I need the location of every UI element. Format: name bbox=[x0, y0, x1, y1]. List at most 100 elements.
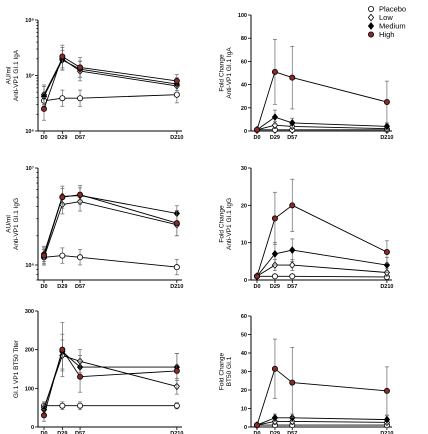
marker-high bbox=[253, 126, 260, 133]
legend-label: Medium bbox=[379, 22, 406, 31]
x-tick-label: D210 bbox=[380, 284, 393, 290]
legend-item-medium: Medium bbox=[367, 22, 406, 31]
series-high bbox=[41, 184, 180, 264]
marker-medium bbox=[289, 246, 296, 254]
y-tick-label: 80 bbox=[241, 36, 247, 42]
y-tick-label: 40 bbox=[241, 83, 247, 89]
y-tick-label: 20 bbox=[241, 388, 247, 394]
y-axis-label: Fold Change bbox=[219, 205, 226, 243]
series-line bbox=[256, 116, 387, 131]
series-line bbox=[256, 124, 387, 131]
marker-high bbox=[59, 194, 66, 201]
y-tick-label: 10 bbox=[241, 241, 247, 247]
marker-medium bbox=[383, 122, 391, 131]
y-axis-label: Anti-VP1 GI.1 IgG bbox=[226, 198, 233, 250]
panel-igg-au: 10⁶ 10⁷ D0 D29 D57 D210 AU/ml Anti-VP1 GI.1 IgG bbox=[6, 166, 184, 290]
x-tick-label: D29 bbox=[270, 431, 280, 434]
series-placebo bbox=[41, 247, 180, 276]
series-high bbox=[41, 322, 180, 422]
y-tick-label: 10⁶ bbox=[25, 129, 34, 135]
marker-medium bbox=[271, 413, 279, 422]
series-placebo bbox=[253, 273, 390, 281]
marker-placebo bbox=[173, 264, 180, 271]
x-tick-label: D57 bbox=[287, 431, 297, 434]
y-tick-label: 40 bbox=[241, 351, 247, 357]
x-tick-label: D210 bbox=[170, 431, 183, 434]
x-tick-label: D29 bbox=[57, 284, 67, 290]
marker-high bbox=[383, 99, 390, 106]
series-line bbox=[43, 201, 177, 258]
legend-item-high: High bbox=[367, 30, 394, 39]
x-tick-label: D0 bbox=[253, 284, 260, 290]
legend-label: High bbox=[379, 30, 394, 39]
y-axis-label: AU/ml bbox=[6, 215, 13, 233]
x-tick-label: D29 bbox=[57, 431, 67, 434]
marker-high bbox=[59, 346, 66, 353]
legend-item-low: Low bbox=[367, 13, 393, 22]
series-placebo bbox=[41, 401, 180, 410]
y-tick-label: 10 bbox=[241, 407, 247, 413]
y-tick-label: 50 bbox=[241, 333, 247, 339]
marker-high bbox=[173, 220, 180, 227]
legend-item-placebo: Placebo bbox=[367, 5, 406, 14]
series-line bbox=[43, 94, 177, 102]
marker-high bbox=[289, 74, 296, 81]
marker-medium bbox=[367, 22, 375, 30]
y-axis-label: AU/ml bbox=[6, 66, 13, 84]
y-tick-label: 0 bbox=[244, 425, 247, 431]
marker-high bbox=[59, 53, 66, 60]
panel-igg-fold-change: 0 10 20 30 D0 D29 D57 D210 Fold Change Anti-VP1 G… bbox=[219, 166, 394, 290]
marker-placebo bbox=[59, 252, 66, 259]
series-line bbox=[256, 420, 387, 426]
y-tick-label: 300 bbox=[25, 309, 34, 315]
series-placebo bbox=[41, 86, 180, 110]
y-tick-label: 100 bbox=[25, 386, 34, 392]
series-line bbox=[43, 348, 177, 416]
series-high bbox=[253, 178, 390, 280]
y-tick-label: 0 bbox=[244, 129, 247, 135]
series-line bbox=[43, 58, 177, 95]
marker-high bbox=[383, 248, 390, 255]
x-tick-label: D29 bbox=[270, 135, 280, 141]
y-tick-label: 10⁶ bbox=[25, 263, 34, 269]
x-tick-label: D29 bbox=[270, 284, 280, 290]
marker-placebo bbox=[271, 273, 278, 280]
y-tick-label: 0 bbox=[244, 278, 247, 284]
x-tick-label: D210 bbox=[380, 431, 393, 434]
marker-high bbox=[173, 367, 180, 374]
marker-placebo bbox=[59, 402, 66, 409]
marker-high bbox=[41, 252, 48, 259]
y-tick-label: 30 bbox=[241, 370, 247, 376]
x-tick-label: D0 bbox=[40, 431, 47, 434]
series-high bbox=[253, 338, 390, 429]
x-tick-label: D0 bbox=[40, 135, 47, 141]
marker-placebo bbox=[77, 95, 84, 102]
series-line bbox=[256, 417, 387, 426]
x-tick-label: D57 bbox=[287, 284, 297, 290]
y-axis-label: Anti-VP1 GI.1 IgA bbox=[226, 47, 233, 99]
panel-bt50-titer: 0 100 200 300 D0 D29 D57 D210 GI.1 VP1 BT50 Tite… bbox=[13, 309, 183, 434]
series-line bbox=[256, 204, 388, 277]
y-axis-label: BT50 GI.1 bbox=[226, 356, 233, 386]
marker-high bbox=[271, 68, 278, 75]
y-tick-label: 0 bbox=[31, 425, 34, 431]
x-tick-label: D0 bbox=[40, 284, 47, 290]
marker-high bbox=[41, 105, 48, 112]
marker-high bbox=[41, 412, 48, 419]
x-tick-label: D57 bbox=[75, 431, 85, 434]
series-high bbox=[253, 39, 390, 133]
y-tick-label: 60 bbox=[241, 59, 247, 65]
x-tick-label: D57 bbox=[287, 135, 297, 141]
marker-high bbox=[289, 202, 296, 209]
marker-placebo bbox=[77, 254, 84, 261]
marker-placebo bbox=[173, 402, 180, 409]
y-axis-label: Anti-VP1 GI.1 IgA bbox=[13, 49, 20, 101]
marker-placebo bbox=[59, 95, 66, 102]
marker-high bbox=[77, 191, 84, 198]
x-tick-label: D210 bbox=[170, 284, 183, 290]
series-line bbox=[256, 71, 388, 130]
x-tick-label: D210 bbox=[170, 135, 183, 141]
y-axis-label: Fold Change bbox=[219, 353, 226, 391]
marker-placebo bbox=[77, 402, 84, 409]
series-high bbox=[41, 44, 180, 121]
